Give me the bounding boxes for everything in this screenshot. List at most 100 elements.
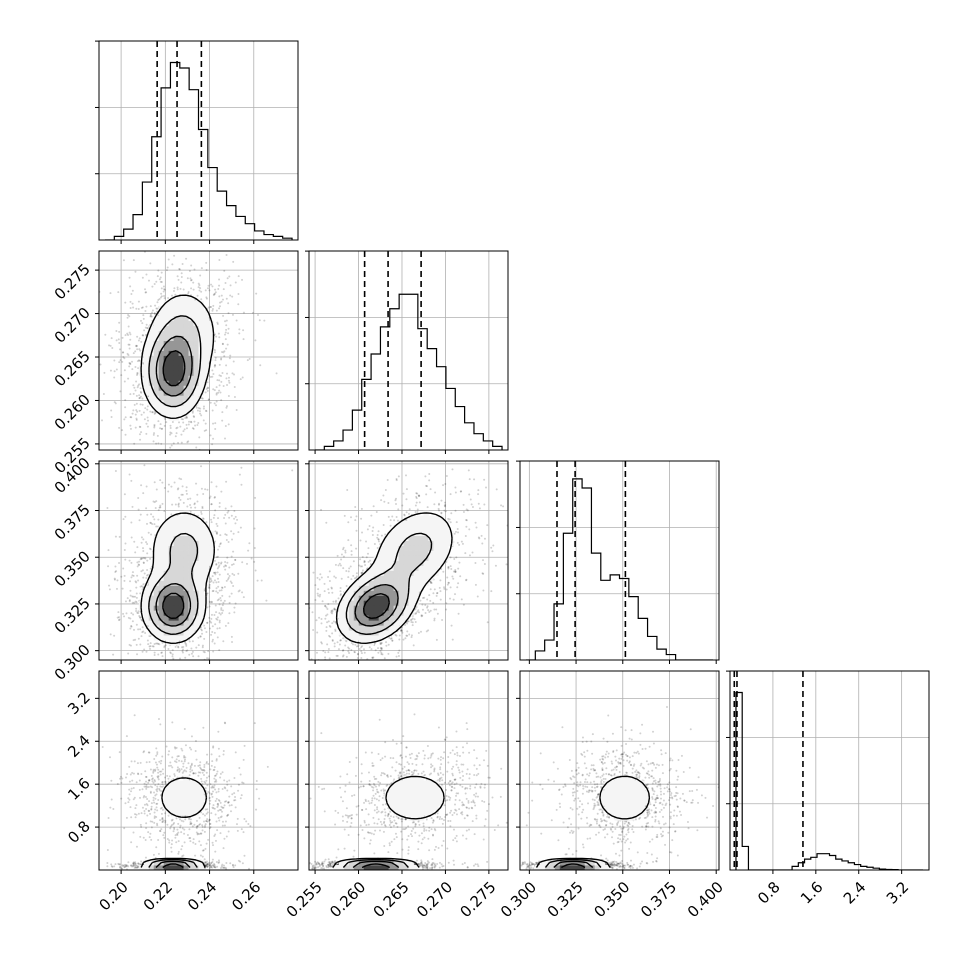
density-cell: [163, 405, 170, 411]
scatter-point: [161, 502, 164, 505]
density-cell: [173, 390, 179, 396]
scatter-point: [150, 315, 153, 318]
density-cell: [158, 390, 165, 396]
scatter-point: [478, 537, 481, 540]
scatter-point: [102, 393, 105, 396]
scatter-point: [129, 333, 132, 336]
scatter-point: [213, 631, 216, 634]
scatter-point: [179, 287, 182, 290]
density-cell: [193, 355, 199, 361]
scatter-point: [265, 599, 268, 602]
density-cell: [173, 325, 179, 331]
density-cell: [158, 540, 165, 546]
density-cell: [163, 310, 170, 317]
density-cell: [148, 395, 155, 401]
density-cell: [203, 370, 209, 376]
scatter-point: [181, 262, 184, 265]
scatter-point: [218, 336, 221, 339]
scatter-point: [146, 327, 149, 330]
scatter-point: [252, 311, 255, 314]
scatter-point: [484, 486, 487, 489]
scatter-point: [142, 317, 145, 320]
scatter-point: [135, 402, 138, 405]
density-cell: [163, 580, 170, 586]
scatter-point: [227, 376, 230, 379]
scatter-point: [207, 387, 210, 390]
scatter-point: [186, 277, 189, 280]
density-cell: [183, 575, 189, 581]
scatter-point: [193, 268, 196, 271]
scatter-point: [426, 506, 429, 509]
density-cell: [173, 620, 179, 626]
scatter-point: [193, 420, 196, 423]
density-cell: [198, 575, 204, 581]
density-cell: [193, 310, 199, 317]
scatter-point: [225, 347, 228, 350]
scatter-point: [213, 333, 216, 336]
scatter-point: [458, 561, 461, 564]
scatter-point: [121, 429, 124, 432]
scatter-point: [199, 635, 202, 638]
scatter-point: [182, 501, 185, 504]
scatter-point: [456, 586, 459, 589]
scatter-point: [225, 328, 228, 331]
scatter-point: [238, 332, 241, 335]
scatter-point: [137, 367, 140, 370]
scatter-point: [218, 501, 221, 504]
scatter-point: [228, 574, 231, 577]
scatter-point: [220, 358, 223, 361]
scatter-point: [345, 655, 348, 658]
scatter-point: [185, 489, 188, 492]
scatter-point: [172, 662, 174, 664]
scatter-point: [227, 332, 230, 335]
scatter-point: [140, 536, 143, 539]
scatter-point: [109, 633, 112, 636]
scatter-point: [129, 424, 132, 427]
scatter-point: [149, 314, 152, 317]
density-cell: [163, 365, 170, 371]
tick-marks: [305, 250, 490, 454]
scatter-point: [174, 293, 177, 296]
scatter-point: [478, 507, 481, 510]
scatter-point: [220, 300, 223, 303]
scatter-point: [204, 391, 207, 394]
density-cell: [198, 555, 204, 561]
scatter-point: [218, 564, 221, 567]
scatter-point: [444, 503, 447, 506]
density-cell: [163, 400, 170, 406]
scatter-point: [420, 614, 423, 617]
scatter-point: [168, 661, 170, 663]
scatter-point: [429, 580, 432, 583]
scatter-point: [134, 551, 137, 554]
scatter-point: [324, 605, 327, 608]
scatter-point: [122, 612, 125, 615]
scatter-point: [141, 403, 144, 406]
contour-level: [148, 315, 202, 408]
scatter-point: [195, 446, 198, 449]
density-cell: [208, 550, 214, 556]
scatter-point: [136, 565, 139, 568]
density-cell: [193, 570, 199, 576]
density-cell: [163, 380, 170, 386]
density-cell: [173, 370, 179, 376]
scatter-point: [214, 604, 217, 607]
density-cell: [193, 545, 199, 551]
scatter-point: [220, 599, 223, 602]
density-cell: [203, 340, 209, 346]
scatter-point: [213, 365, 216, 368]
scatter-point: [155, 500, 158, 503]
density-cell: [173, 315, 179, 322]
scatter-point: [151, 645, 154, 648]
scatter-point: [211, 590, 214, 593]
scatter-point: [144, 631, 147, 634]
scatter-point: [149, 567, 152, 570]
scatter-point: [118, 616, 121, 619]
scatter-point: [169, 431, 172, 434]
scatter-point: [191, 410, 194, 413]
density-cell: [193, 320, 199, 327]
scatter-point: [465, 579, 468, 582]
scatter-point: [142, 334, 145, 337]
scatter-point: [327, 647, 330, 650]
scatter-point: [150, 666, 152, 668]
scatter-point: [457, 582, 460, 585]
